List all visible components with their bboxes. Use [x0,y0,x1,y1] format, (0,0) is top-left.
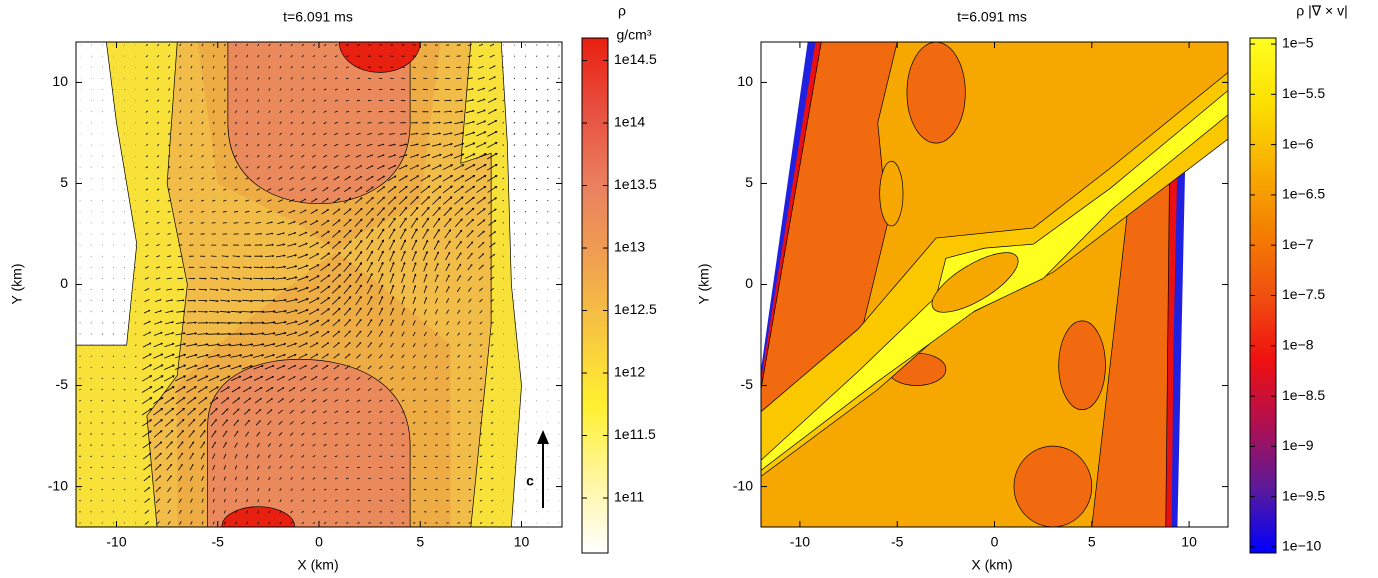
y-tick-label: 5 [745,174,753,190]
y-tick-label: 10 [52,73,68,89]
y-tick-label: -5 [56,376,69,392]
colorbar [581,37,609,554]
x-tick-label: 0 [991,534,999,550]
x-tick-label: 10 [514,534,530,550]
c-arrow [537,430,549,508]
y-tick-label: 10 [737,73,753,89]
colorbar-tick-label: 1e−9 [1282,437,1314,453]
colorbar-label: ρ [618,3,626,19]
colorbar-tick-label: 1e14 [614,114,645,130]
x-tick-label: 5 [1088,534,1096,550]
x-tick-label: 10 [1181,534,1197,550]
colorbar-tick-label: 1e13.5 [614,176,657,192]
colorbar-tick-label: 1e−6 [1282,135,1314,151]
velocity-arrows [79,43,560,525]
y-axis-label: Y (km) [696,264,712,305]
colorbar-tick-label: 1e13 [614,239,645,255]
y-tick-label: -5 [741,376,754,392]
colorbar-tick-label: 1e−9.5 [1282,487,1325,503]
y-tick-label: 0 [745,275,753,291]
colorbar-tick-label: 1e−8.5 [1282,387,1325,403]
colorbar-tick-label: 1e−7 [1282,236,1314,252]
colorbar-tick-label: 1e−5.5 [1282,85,1325,101]
chart-title: t=6.091 ms [283,9,353,25]
x-axis-label: X (km) [297,557,338,573]
x-axis-label: X (km) [971,557,1012,573]
colorbar-tick-label: 1e−6.5 [1282,186,1325,202]
chart-title: t=6.091 ms [957,9,1027,25]
y-tick-label: -10 [733,477,753,493]
x-tick-label: -10 [790,534,810,550]
colorbar-tick-label: 1e12.5 [614,301,657,317]
x-tick-label: 5 [416,534,424,550]
colorbar-label: g/cm³ [617,27,652,43]
colorbar-tick-label: 1e−10 [1282,538,1322,554]
colorbar-tick-label: 1e14.5 [614,51,657,67]
colorbar-tick-label: 1e11 [614,489,644,505]
colorbar-tick-label: 1e12 [614,364,645,380]
y-tick-label: 0 [60,275,68,291]
colorbar-label: ρ |∇ × v| [1296,3,1347,19]
vorticity-field [761,42,1228,527]
y-axis-label: Y (km) [9,264,25,305]
y-tick-label: -10 [48,477,68,493]
y-tick-label: 5 [60,174,68,190]
colorbar-tick-label: 1e11.5 [614,426,656,442]
x-tick-label: -5 [891,534,904,550]
colorbar-tick-label: 1e−8 [1282,336,1314,352]
x-tick-label: -10 [106,534,126,550]
x-tick-label: 0 [315,534,323,550]
x-tick-label: -5 [212,534,225,550]
colorbar-tick-label: 1e−7.5 [1282,286,1325,302]
annotation: c [526,473,534,489]
density-field [76,42,562,527]
colorbar-tick-label: 1e−5 [1282,35,1314,51]
